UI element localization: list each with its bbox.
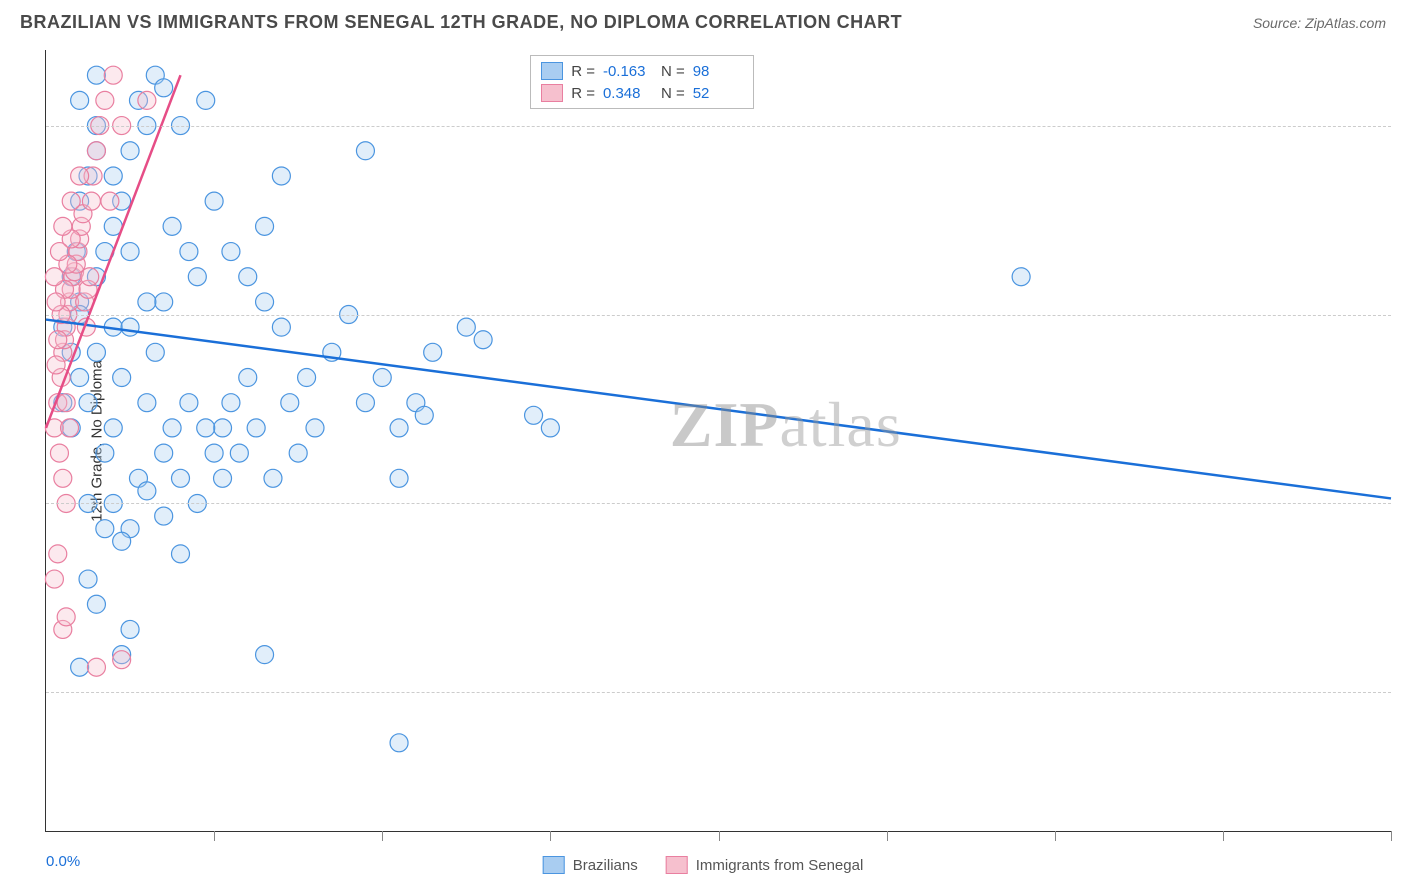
swatch-series-0 — [541, 62, 563, 80]
stats-row-series-0: R = -0.163 N = 98 — [541, 60, 743, 82]
chart-plot-area: 12th Grade, No Diploma ZIPatlas R = -0.1… — [45, 50, 1391, 832]
stats-row-series-1: R = 0.348 N = 52 — [541, 82, 743, 104]
legend-item-1: Immigrants from Senegal — [666, 856, 864, 874]
legend-swatch-0 — [543, 856, 565, 874]
y-tick-label: 100.0% — [1401, 117, 1406, 134]
y-tick-label: 92.5% — [1401, 306, 1406, 323]
bottom-legend: Brazilians Immigrants from Senegal — [543, 856, 864, 874]
chart-title: BRAZILIAN VS IMMIGRANTS FROM SENEGAL 12T… — [20, 12, 902, 33]
chart-source: Source: ZipAtlas.com — [1253, 15, 1386, 31]
swatch-series-1 — [541, 84, 563, 102]
y-tick-label: 85.0% — [1401, 495, 1406, 512]
x-axis-min-label: 0.0% — [46, 853, 80, 870]
scatter-plot-svg — [46, 50, 1391, 831]
y-tick-label: 77.5% — [1401, 684, 1406, 701]
legend-swatch-1 — [666, 856, 688, 874]
chart-header: BRAZILIAN VS IMMIGRANTS FROM SENEGAL 12T… — [0, 0, 1406, 41]
legend-item-0: Brazilians — [543, 856, 638, 874]
correlation-stats-box: R = -0.163 N = 98 R = 0.348 N = 52 — [530, 55, 754, 109]
